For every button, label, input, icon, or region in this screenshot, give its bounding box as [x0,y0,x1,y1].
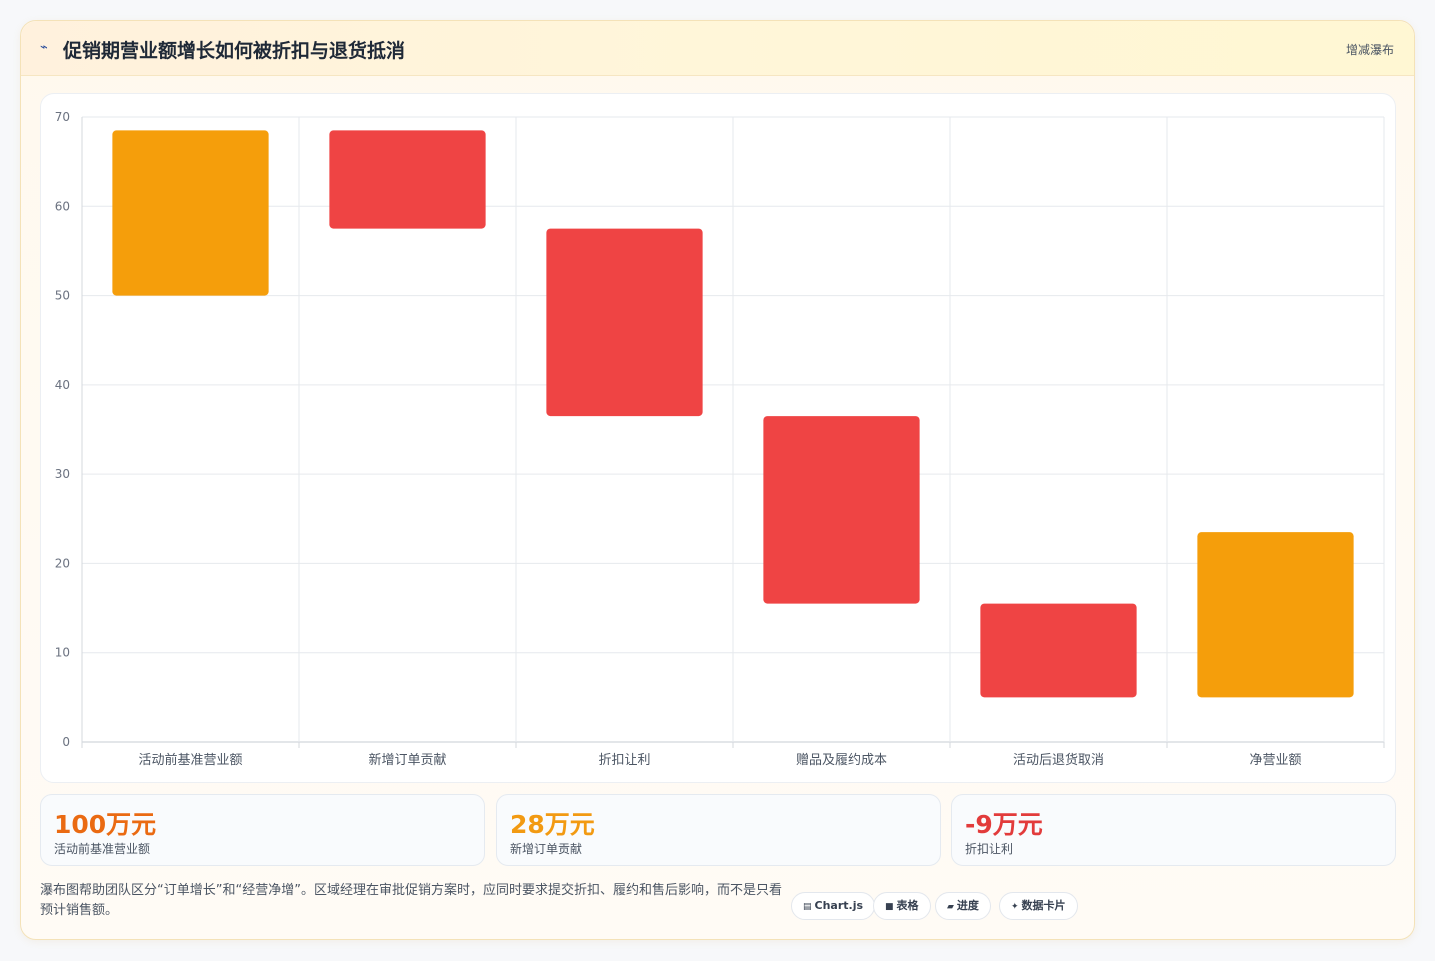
kpi-value: 100万元 [54,810,157,839]
chip-data-card[interactable]: ✦ 数据卡片 [999,892,1078,920]
x-tick-label: 折扣让利 [598,753,650,768]
chip-chartjs[interactable]: ▤ Chart.js [791,892,876,920]
x-tick-label: 净营业额 [1249,753,1301,768]
table-icon: ■ [885,902,894,912]
bar [763,416,920,604]
y-tick-label: 50 [55,289,70,303]
y-tick-label: 20 [55,556,70,570]
x-tick-label: 活动后退货取消 [1013,752,1104,768]
y-tick-label: 30 [55,467,70,481]
y-tick-label: 0 [62,735,70,749]
chip-progress[interactable]: ▰ 进度 [935,892,991,920]
chart-type-tag: 增减瀑布 [1345,43,1394,57]
chip-table[interactable]: ■ 表格 [873,892,931,920]
chart-card: ⌁ 促销期营业额增长如何被折扣与退货抵消 增减瀑布 0 10 20 30 40 50 60 7… [20,20,1415,940]
chart-panel: 0 10 20 30 40 50 60 70 活动前基准营业额 新增订单贡献 折扣让利 赠品及履约成本… [40,93,1396,783]
kpi-value: -9万元 [965,810,1043,839]
kpi-label: 新增订单贡献 [510,842,583,856]
y-tick-label: 10 [55,646,70,660]
kpi-card-baseline: 100万元 活动前基准营业额 [40,794,485,866]
x-tick-label: 活动前基准营业额 [138,752,242,768]
kpi-row: 100万元 活动前基准营业额 28万元 新增订单贡献 -9万元 折扣让利 [40,794,1396,866]
page-title: 促销期营业额增长如何被折扣与退货抵消 [63,40,406,62]
card-header: ⌁ 促销期营业额增长如何被折扣与退货抵消 增减瀑布 [21,21,1414,76]
kpi-label: 活动前基准营业额 [54,842,151,856]
bar [546,228,703,417]
kpi-card-discount: -9万元 折扣让利 [951,794,1396,866]
y-tick-label: 70 [55,110,70,124]
bar [112,130,269,296]
bar [980,603,1137,698]
bar [329,130,486,229]
y-tick-label: 40 [55,378,70,392]
waterfall-chart: 0 10 20 30 40 50 60 70 活动前基准营业额 新增订单贡献 折扣让利 赠品及履约成本… [55,110,1385,768]
footer-note: 瀑布图帮助团队区分“订单增长”和“经营净增”。区域经理在审批促销方案时，应同时要… [40,883,782,918]
chart-icon: ▤ [803,902,812,912]
kpi-label: 折扣让利 [965,842,1014,856]
y-tick-label: 60 [55,199,70,213]
bolt-icon: ⌁ [40,40,48,55]
card-icon: ✦ [1011,902,1019,912]
progress-icon: ▰ [947,902,954,912]
bar [1197,532,1354,698]
x-tick-label: 赠品及履约成本 [796,753,887,768]
kpi-card-new-orders: 28万元 新增订单贡献 [496,794,941,866]
x-tick-label: 新增订单贡献 [368,752,446,768]
kpi-value: 28万元 [510,810,595,839]
